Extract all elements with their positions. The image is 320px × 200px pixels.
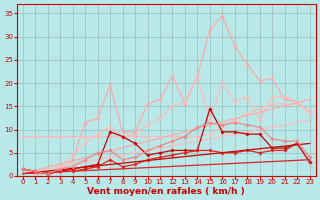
- X-axis label: Vent moyen/en rafales ( km/h ): Vent moyen/en rafales ( km/h ): [87, 187, 245, 196]
